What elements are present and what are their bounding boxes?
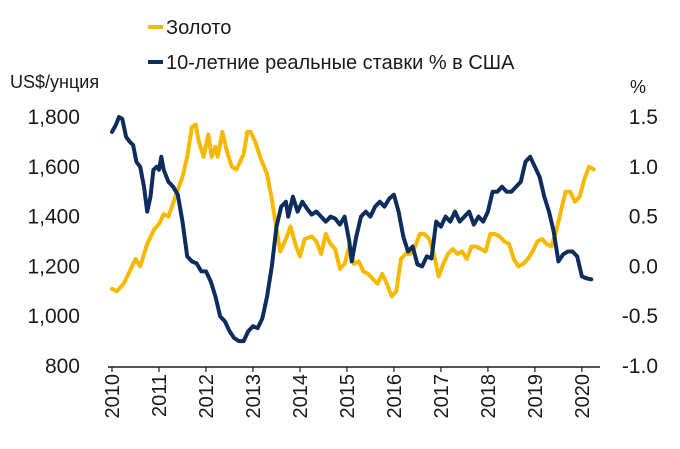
x-tick-label: 2015: [337, 374, 359, 419]
x-axis-ticks: 2010 2011 2012 2013 2014 2015 2016 2017 2018 2019…: [102, 374, 594, 419]
legend-label-real-rates: 10-летние реальные ставки % в США: [166, 52, 515, 74]
series-line-gold: [110, 122, 596, 299]
right-axis-ticks: 1.5 1.0 0.5 0.0 -0.5 -1.0: [622, 106, 658, 378]
x-tick-label: 2018: [478, 374, 500, 419]
legend-item-real-rates: 10-летние реальные ставки % в США: [148, 52, 515, 74]
x-tick-label: 2019: [525, 374, 547, 419]
legend: Золото 10-летние реальные ставки % в США: [148, 17, 515, 74]
left-tick-label: 1,800: [27, 106, 80, 129]
x-tick-label: 2012: [196, 374, 218, 419]
series-layer: [110, 115, 596, 344]
x-tick-label: 2016: [384, 374, 406, 419]
x-tick-label: 2020: [572, 374, 594, 419]
series-line-real-rates: [110, 115, 594, 344]
left-axis-unit-label: US$/унция: [10, 72, 99, 92]
left-tick-label: 1,000: [27, 305, 80, 328]
x-tick-label: 2017: [431, 374, 453, 419]
x-tick-label: 2013: [243, 374, 265, 419]
right-tick-label: 0.5: [629, 206, 658, 229]
right-tick-label: 0.0: [629, 255, 658, 278]
x-tick-label: 2014: [290, 374, 312, 419]
left-tick-label: 1,600: [27, 156, 80, 179]
right-tick-label: -0.5: [622, 305, 658, 328]
right-tick-label: 1.0: [629, 156, 658, 179]
x-axis-tick-marks: [111, 367, 583, 372]
left-tick-label: 1,200: [27, 255, 80, 278]
right-tick-label: -1.0: [622, 355, 658, 378]
legend-item-gold: Золото: [148, 17, 231, 39]
x-tick-label: 2011: [149, 374, 171, 417]
right-axis-unit-label: %: [630, 77, 646, 97]
left-axis-ticks: 1,800 1,600 1,400 1,200 1,000 800: [27, 106, 80, 378]
right-tick-label: 1.5: [629, 106, 658, 129]
legend-label-gold: Золото: [166, 17, 231, 39]
left-tick-label: 800: [45, 355, 80, 378]
left-tick-label: 1,400: [27, 206, 80, 229]
x-tick-label: 2010: [102, 374, 124, 419]
